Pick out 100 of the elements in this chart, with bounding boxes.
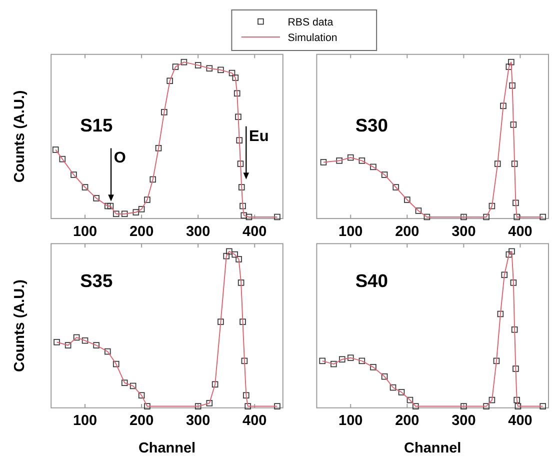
point <box>347 354 354 361</box>
point <box>234 90 240 97</box>
point <box>52 146 59 153</box>
point <box>241 358 248 364</box>
point <box>82 337 88 344</box>
x-axis-title: Channel <box>404 440 462 456</box>
point <box>235 114 242 120</box>
point <box>398 389 405 396</box>
x-tick-label: 400 <box>508 413 532 430</box>
y-axis-title: Counts (A.U.) <box>12 90 28 183</box>
point <box>500 102 506 110</box>
point <box>82 184 88 190</box>
point <box>460 403 467 410</box>
point <box>488 202 496 210</box>
x-tick-label: 200 <box>129 413 154 430</box>
point <box>274 403 280 410</box>
point <box>488 396 496 404</box>
point <box>218 66 224 74</box>
point <box>240 202 246 210</box>
point <box>194 403 202 410</box>
point <box>509 82 516 89</box>
x-tick-label: 100 <box>338 413 363 430</box>
point <box>104 348 111 355</box>
point <box>511 326 518 333</box>
point <box>347 154 354 161</box>
point <box>150 176 156 183</box>
point <box>336 158 342 164</box>
point <box>514 396 520 404</box>
annotation: O <box>114 150 126 167</box>
x-tick-label: 200 <box>395 413 420 430</box>
x-tick-label: 400 <box>242 413 267 430</box>
point <box>320 159 327 166</box>
text: S35 <box>80 270 113 292</box>
point <box>240 318 246 325</box>
text: S30 <box>355 114 388 136</box>
point <box>206 400 213 406</box>
point <box>70 172 77 178</box>
x-tick-label: 200 <box>395 224 420 240</box>
point <box>107 202 114 210</box>
point <box>121 210 128 217</box>
x-tick-label: 300 <box>452 224 476 240</box>
x-tick-label: 400 <box>508 224 532 240</box>
point <box>138 392 145 398</box>
point <box>104 202 111 210</box>
y-axis-title: Counts (A.U.) <box>12 279 28 372</box>
point <box>497 310 504 318</box>
point <box>358 158 366 164</box>
point <box>510 122 517 128</box>
point <box>358 358 366 364</box>
point <box>212 381 218 388</box>
legend-label: RBS data <box>288 16 334 28</box>
point <box>238 184 245 190</box>
point <box>166 78 173 84</box>
point <box>93 195 100 202</box>
point <box>460 214 467 220</box>
legend-label: Simulation <box>288 32 338 44</box>
point <box>339 356 346 362</box>
point <box>132 209 140 216</box>
point <box>64 342 72 348</box>
point <box>514 403 522 410</box>
point <box>161 109 168 116</box>
point <box>406 396 414 404</box>
point <box>390 384 396 391</box>
point <box>59 156 66 162</box>
point <box>512 366 519 372</box>
point <box>180 58 188 66</box>
point <box>240 212 248 219</box>
x-tick-label: 100 <box>72 413 98 430</box>
point <box>93 342 100 348</box>
point <box>73 334 80 341</box>
point <box>138 206 145 212</box>
point <box>206 65 213 72</box>
point <box>483 403 490 410</box>
point <box>238 280 244 286</box>
point <box>232 251 238 258</box>
point <box>512 200 519 206</box>
point <box>218 318 224 325</box>
x-tick-label: 100 <box>338 224 363 240</box>
point <box>511 160 518 167</box>
point <box>228 70 236 76</box>
x-tick-label: 300 <box>452 413 476 430</box>
point <box>404 196 410 203</box>
point <box>223 252 230 260</box>
point <box>226 248 232 255</box>
annotation: Eu <box>249 128 269 145</box>
point <box>508 248 515 255</box>
point <box>370 164 376 170</box>
point <box>155 145 162 152</box>
point <box>236 137 243 144</box>
point <box>130 382 136 390</box>
text: S40 <box>355 270 388 292</box>
point <box>493 358 500 364</box>
point <box>412 403 419 410</box>
point <box>483 214 490 220</box>
point <box>424 214 430 220</box>
point <box>172 64 179 70</box>
point <box>144 403 150 410</box>
point <box>330 360 337 368</box>
point <box>244 403 251 410</box>
point <box>236 256 242 262</box>
